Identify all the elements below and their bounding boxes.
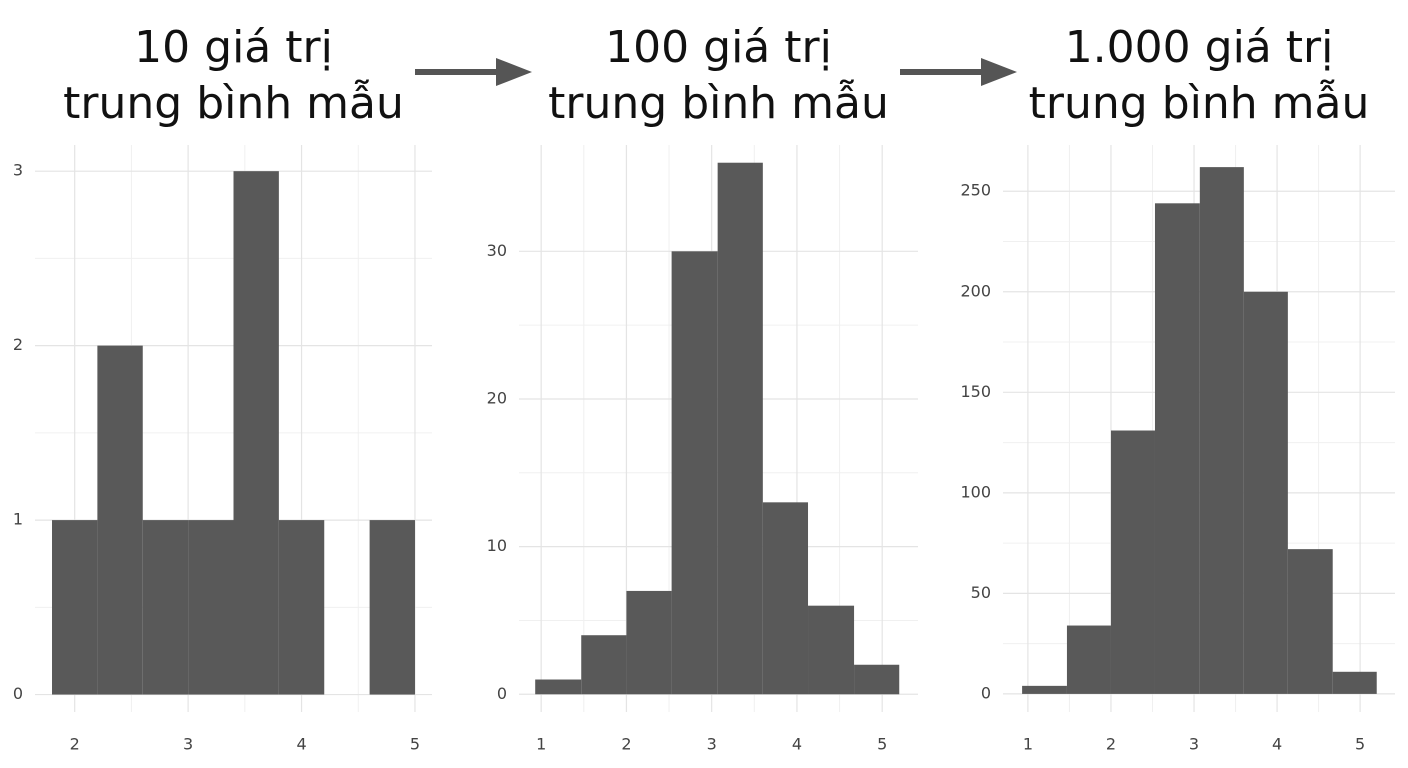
bar — [717, 162, 763, 695]
bar — [278, 520, 325, 695]
chart-title: trung bình mẫu — [548, 78, 889, 129]
y-tick-label: 0 — [497, 684, 507, 703]
y-tick-label: 100 — [960, 482, 991, 501]
y-tick-label: 20 — [487, 388, 507, 407]
y-tick-label: 1 — [13, 510, 23, 529]
chart-title: 100 giá trị — [605, 22, 832, 73]
bar — [1287, 549, 1333, 694]
x-tick-label: 2 — [70, 735, 80, 754]
x-tick-label: 5 — [410, 735, 420, 754]
x-tick-label: 4 — [792, 735, 802, 754]
bar — [1110, 430, 1155, 694]
chart-title: 1.000 giá trị — [1065, 22, 1334, 73]
y-tick-label: 10 — [487, 536, 507, 555]
x-tick-label: 4 — [296, 735, 306, 754]
bar — [233, 171, 279, 695]
bar — [762, 502, 809, 695]
x-tick-label: 5 — [1355, 735, 1365, 754]
chart-title: 10 giá trị — [134, 22, 333, 73]
bar — [1199, 167, 1244, 694]
bar — [581, 635, 627, 695]
y-tick-label: 200 — [960, 281, 991, 300]
x-tick-label: 3 — [707, 735, 717, 754]
x-tick-label: 1 — [536, 735, 546, 754]
y-tick-label: 250 — [960, 181, 991, 200]
bar — [626, 590, 672, 695]
bar — [1022, 685, 1067, 694]
x-tick-label: 3 — [183, 735, 193, 754]
bar — [671, 251, 718, 695]
bar — [52, 520, 98, 695]
arrow — [415, 58, 532, 86]
bar — [854, 664, 900, 695]
y-tick-label: 3 — [13, 161, 23, 180]
bar — [1332, 671, 1377, 694]
y-tick-label: 30 — [487, 241, 507, 260]
arrow — [900, 58, 1017, 86]
y-tick-label: 150 — [960, 382, 991, 401]
bar — [1154, 203, 1200, 694]
bar — [535, 679, 582, 695]
bar — [1066, 625, 1111, 694]
chart-title: trung bình mẫu — [63, 78, 404, 129]
x-tick-label: 2 — [1106, 735, 1116, 754]
x-tick-label: 3 — [1189, 735, 1199, 754]
x-tick-label: 1 — [1023, 735, 1033, 754]
bar — [97, 345, 143, 695]
bar — [369, 520, 415, 695]
bar — [142, 520, 189, 695]
x-tick-label: 2 — [621, 735, 631, 754]
y-tick-label: 50 — [971, 583, 991, 602]
chart-title: trung bình mẫu — [1029, 78, 1370, 129]
y-tick-label: 0 — [13, 684, 23, 703]
y-tick-label: 0 — [981, 683, 991, 702]
bar — [1243, 291, 1288, 694]
y-tick-label: 2 — [13, 335, 23, 354]
bar — [188, 520, 234, 695]
bar — [808, 605, 855, 695]
x-tick-label: 5 — [877, 735, 887, 754]
x-tick-label: 4 — [1272, 735, 1282, 754]
